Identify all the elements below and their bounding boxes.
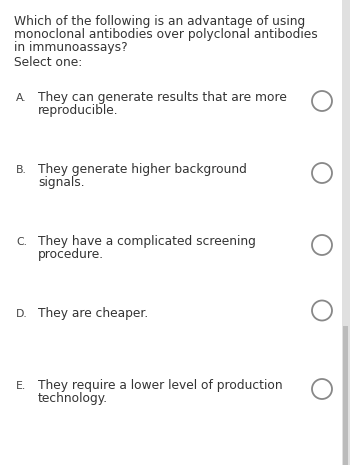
Text: signals.: signals. xyxy=(38,176,85,189)
Text: They require a lower level of production: They require a lower level of production xyxy=(38,379,283,392)
Text: They have a complicated screening: They have a complicated screening xyxy=(38,235,256,248)
Text: Select one:: Select one: xyxy=(14,56,82,69)
Text: D.: D. xyxy=(16,309,28,319)
Text: Which of the following is an advantage of using: Which of the following is an advantage o… xyxy=(14,15,305,28)
Text: B.: B. xyxy=(16,165,27,175)
Text: reproducible.: reproducible. xyxy=(38,104,119,117)
Text: C.: C. xyxy=(16,237,27,247)
Text: They are cheaper.: They are cheaper. xyxy=(38,307,148,320)
Text: They can generate results that are more: They can generate results that are more xyxy=(38,91,287,104)
Text: in immunoassays?: in immunoassays? xyxy=(14,41,128,54)
Bar xyxy=(342,0,350,465)
Text: monoclonal antibodies over polyclonal antibodies: monoclonal antibodies over polyclonal an… xyxy=(14,28,318,41)
Text: A.: A. xyxy=(16,93,27,103)
Bar xyxy=(343,326,348,465)
Text: procedure.: procedure. xyxy=(38,248,104,261)
Text: E.: E. xyxy=(16,381,26,391)
Text: They generate higher background: They generate higher background xyxy=(38,163,247,176)
Text: technology.: technology. xyxy=(38,392,108,405)
